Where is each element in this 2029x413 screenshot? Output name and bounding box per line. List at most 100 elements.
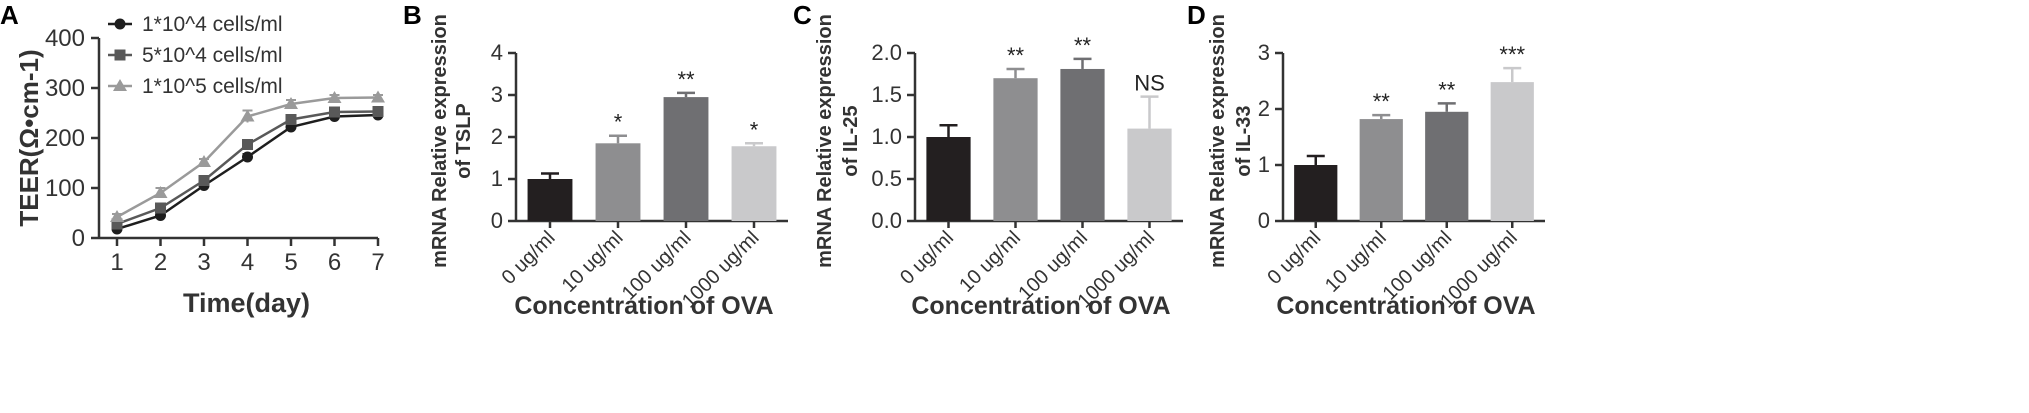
bar [595,143,641,221]
significance-label: ** [1074,33,1092,58]
x-tick-label: 1 [110,249,123,276]
bar [1294,165,1338,221]
x-axis-title: Time(day) [183,288,310,318]
category-label: 0 ug/ml [498,227,560,289]
y-tick-label: 4 [491,40,503,65]
bar [1425,111,1469,221]
legend-label: 1*10^5 cells/ml [142,75,283,98]
panel-c: C0.00.51.01.52.00 ug/ml**10 ug/ml**100 u… [793,0,1183,320]
data-point [155,202,166,214]
x-tick-label: 5 [284,249,297,276]
y-tick-label: 1.0 [871,124,902,149]
bar [1359,119,1403,221]
significance-label: ** [677,67,695,92]
significance-label: *** [1499,42,1525,67]
y-tick-label: 3 [1258,40,1270,65]
bar [1490,82,1534,222]
category-label: 10 ug/ml [955,227,1025,297]
series-3 [110,90,385,222]
y-tick-label: 400 [45,25,85,52]
significance-label: * [750,117,759,142]
x-tick-label: 3 [197,249,210,276]
data-point [153,186,168,198]
data-point [198,175,210,186]
legend-marker [113,79,127,91]
y-axis-title-line: of TSLP [453,103,475,179]
x-tick-label: 6 [328,249,341,276]
category-label: 0 ug/ml [1263,227,1325,289]
data-point [110,210,124,222]
x-tick-label: 4 [241,249,254,276]
y-axis-title-line: mRNA Relative expression [429,14,451,268]
data-point [327,91,342,103]
bar [663,97,709,221]
significance-label: NS [1134,71,1165,96]
significance-label: ** [1007,43,1025,68]
y-tick-label: 1 [1258,152,1270,177]
data-point [285,114,297,125]
data-point [242,151,253,163]
legend-label: 5*10^4 cells/ml [142,44,283,67]
significance-label: ** [1373,89,1391,114]
y-tick-label: 0 [1258,208,1270,233]
data-point [329,106,340,118]
significance-label: * [614,110,623,135]
y-axis-title-line: of IL-33 [1233,105,1255,176]
x-axis-title: Concentration of OVA [514,292,773,320]
y-tick-label: 200 [45,125,85,152]
x-tick-label: 2 [154,249,167,276]
bar [1127,128,1172,221]
category-label: 0 ug/ml [896,227,958,289]
y-axis-title-line: of IL-25 [840,105,862,176]
legend-marker [114,49,126,61]
data-point [240,109,255,122]
y-tick-label: 0.0 [871,208,902,233]
category-label: 10 ug/ml [558,227,628,297]
significance-label: ** [1438,77,1456,102]
data-point [371,90,385,103]
bar [731,146,777,221]
panel-letter: C [793,0,812,30]
data-point [197,155,211,167]
bar-group: 0 ug/ml [896,123,971,289]
legend: 1*10^4 cells/ml 5*10^4 cells/ml 1*10^5 cel… [108,13,283,98]
data-point [111,218,123,230]
series-1 [111,109,384,235]
y-axis-title-line: mRNA Relative expression [814,14,836,268]
y-tick-label: 0 [72,225,85,252]
panel-letter: D [1187,0,1206,30]
y-tick-label: 2 [491,124,503,149]
y-tick-label: 3 [491,82,503,107]
data-point [372,106,384,117]
series-2 [111,106,384,230]
panel-letter: B [403,0,422,30]
legend-marker [114,18,126,30]
bar-group: 0 ug/ml [498,172,573,289]
y-tick-label: 1.5 [871,82,902,107]
legend-label: 1*10^4 cells/ml [142,13,283,36]
y-tick-label: 1 [491,166,503,191]
x-axis-title: Concentration of OVA [911,292,1170,320]
panel-a: A 0 100 200 300 400 1 2 3 4 5 6 7 Time(day) TEER(Ω•cm-… [0,0,385,318]
y-tick-label: 2 [1258,96,1270,121]
bar [527,179,573,221]
bar [1060,68,1105,222]
y-axis-title-line: mRNA Relative expression [1207,14,1229,268]
y-tick-label: 100 [45,175,85,202]
y-axis-title: TEER(Ω•cm-1) [14,49,44,226]
y-tick-label: 2.0 [871,40,902,65]
data-point [284,97,298,109]
bar [926,137,971,221]
panel-letter: A [0,0,19,30]
x-tick-label: 7 [371,249,384,276]
x-axis-title: Concentration of OVA [1276,292,1535,320]
bar-group: 0 ug/ml [1263,154,1338,289]
data-point [242,139,253,150]
y-tick-label: 0 [491,208,503,233]
y-tick-label: 300 [45,75,85,102]
bar [993,78,1038,221]
